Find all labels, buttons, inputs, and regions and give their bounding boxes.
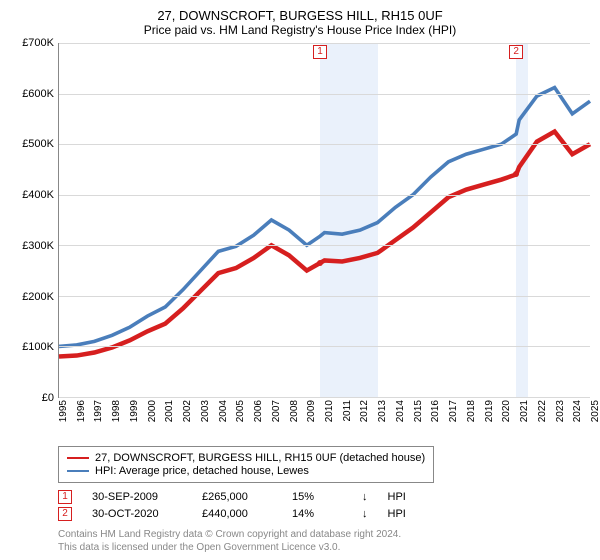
y-axis: £0£100K£200K£300K£400K£500K£600K£700K bbox=[10, 43, 58, 398]
y-tick-label: £100K bbox=[22, 341, 54, 353]
legend-item: HPI: Average price, detached house, Lewe… bbox=[67, 465, 425, 477]
legend-swatch bbox=[67, 457, 89, 459]
x-tick-label: 1999 bbox=[129, 400, 140, 422]
gridline bbox=[59, 144, 590, 145]
sales-table: 1 30-SEP-2009 £265,000 15% ↓ HPI 2 30-OCT-2020 £… bbox=[58, 487, 590, 524]
x-tick-label: 2013 bbox=[377, 400, 388, 422]
x-tick-label: 2011 bbox=[342, 400, 353, 422]
sale-date: 30-SEP-2009 bbox=[92, 491, 182, 503]
sale-date: 30-OCT-2020 bbox=[92, 508, 182, 520]
y-tick-label: £400K bbox=[22, 189, 54, 201]
sale-pct: 15% bbox=[292, 491, 342, 503]
y-tick-label: £600K bbox=[22, 88, 54, 100]
x-tick-label: 2012 bbox=[359, 400, 370, 422]
x-tick-label: 2009 bbox=[306, 400, 317, 422]
x-tick-label: 2001 bbox=[164, 400, 175, 422]
page-title: 27, DOWNSCROFT, BURGESS HILL, RH15 0UF bbox=[10, 8, 590, 23]
x-axis: 1995 1996 1997 1998 1999 2000 2001 2002 2003 2004… bbox=[58, 398, 590, 440]
x-tick-label: 2007 bbox=[271, 400, 282, 422]
y-tick-label: £700K bbox=[22, 37, 54, 49]
sale-marker-dot bbox=[317, 260, 323, 266]
x-tick-label: 2006 bbox=[253, 400, 264, 422]
x-tick-label: 2022 bbox=[537, 400, 548, 422]
sale-row-marker: 2 bbox=[58, 507, 72, 521]
series-line-hpi bbox=[59, 88, 590, 347]
x-tick-label: 2023 bbox=[555, 400, 566, 422]
x-tick-label: 2017 bbox=[448, 400, 459, 422]
x-tick-label: 1996 bbox=[76, 400, 87, 422]
x-tick-label: 2004 bbox=[218, 400, 229, 422]
x-tick-label: 1995 bbox=[58, 400, 69, 422]
x-tick-label: 2025 bbox=[590, 400, 600, 422]
sale-price: £265,000 bbox=[202, 491, 272, 503]
x-tick-label: 2016 bbox=[430, 400, 441, 422]
x-tick-label: 2010 bbox=[324, 400, 335, 422]
x-tick-label: 1997 bbox=[93, 400, 104, 422]
page-subtitle: Price paid vs. HM Land Registry's House … bbox=[10, 23, 590, 37]
legend-swatch bbox=[67, 470, 89, 472]
sale-marker-callout: 2 bbox=[509, 45, 523, 59]
x-tick-label: 2024 bbox=[572, 400, 583, 422]
legend-label: HPI: Average price, detached house, Lewe… bbox=[95, 465, 309, 477]
y-tick-label: £500K bbox=[22, 138, 54, 150]
x-tick-label: 2003 bbox=[200, 400, 211, 422]
x-tick-label: 2021 bbox=[519, 400, 530, 422]
x-tick-label: 2002 bbox=[182, 400, 193, 422]
sale-row: 1 30-SEP-2009 £265,000 15% ↓ HPI bbox=[58, 490, 590, 504]
x-tick-label: 2005 bbox=[235, 400, 246, 422]
x-tick-label: 2019 bbox=[484, 400, 495, 422]
sale-vs-label: HPI bbox=[388, 508, 406, 520]
x-tick-label: 2000 bbox=[147, 400, 158, 422]
y-tick-label: £0 bbox=[42, 392, 54, 404]
x-tick-label: 2015 bbox=[413, 400, 424, 422]
sale-marker-callout: 1 bbox=[313, 45, 327, 59]
legend-item: 27, DOWNSCROFT, BURGESS HILL, RH15 0UF (… bbox=[67, 452, 425, 464]
footnote-line: Contains HM Land Registry data © Crown c… bbox=[58, 528, 590, 541]
x-tick-label: 2008 bbox=[289, 400, 300, 422]
footnote-line: This data is licensed under the Open Gov… bbox=[58, 541, 590, 554]
sale-row-marker: 1 bbox=[58, 490, 72, 504]
arrow-down-icon: ↓ bbox=[362, 508, 368, 520]
plot-area: 12 bbox=[58, 43, 590, 398]
gridline bbox=[59, 195, 590, 196]
sale-price: £440,000 bbox=[202, 508, 272, 520]
y-tick-label: £200K bbox=[22, 291, 54, 303]
legend: 27, DOWNSCROFT, BURGESS HILL, RH15 0UF (… bbox=[58, 446, 434, 483]
arrow-down-icon: ↓ bbox=[362, 491, 368, 503]
chart: £0£100K£200K£300K£400K£500K£600K£700K 12 bbox=[10, 43, 590, 398]
gridline bbox=[59, 346, 590, 347]
x-tick-label: 1998 bbox=[111, 400, 122, 422]
y-tick-label: £300K bbox=[22, 240, 54, 252]
gridline bbox=[59, 245, 590, 246]
line-chart-svg bbox=[59, 43, 590, 397]
legend-label: 27, DOWNSCROFT, BURGESS HILL, RH15 0UF (… bbox=[95, 452, 425, 464]
gridline bbox=[59, 94, 590, 95]
x-tick-label: 2018 bbox=[466, 400, 477, 422]
x-tick-label: 2014 bbox=[395, 400, 406, 422]
gridline bbox=[59, 43, 590, 44]
gridline bbox=[59, 296, 590, 297]
sale-row: 2 30-OCT-2020 £440,000 14% ↓ HPI bbox=[58, 507, 590, 521]
sale-marker-dot bbox=[513, 171, 519, 177]
sale-vs-label: HPI bbox=[388, 491, 406, 503]
sale-pct: 14% bbox=[292, 508, 342, 520]
x-tick-label: 2020 bbox=[501, 400, 512, 422]
footnote: Contains HM Land Registry data © Crown c… bbox=[58, 528, 590, 554]
